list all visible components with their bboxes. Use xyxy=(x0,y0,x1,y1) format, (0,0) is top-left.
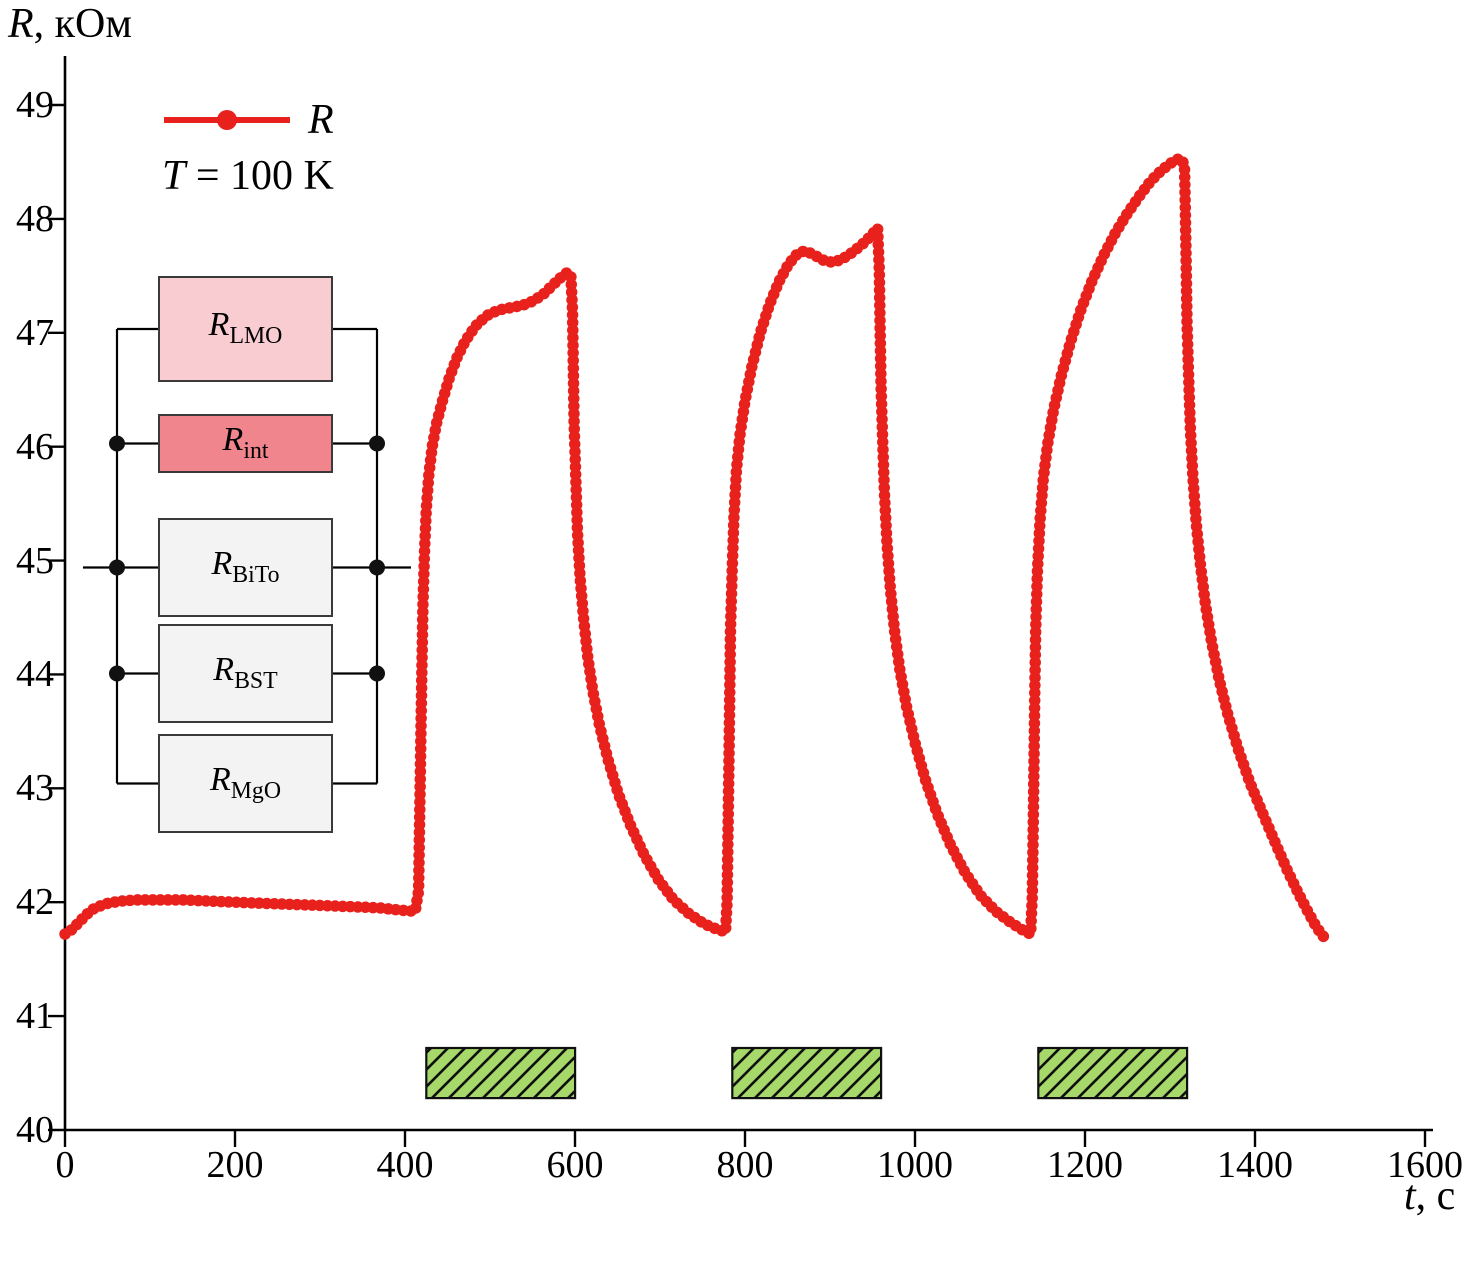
resistor-label-mgo: RMgO xyxy=(209,760,282,804)
y-tick-label: 41 xyxy=(16,995,54,1038)
series-R-curve xyxy=(59,152,1332,945)
x-tick-label: 1600 xyxy=(1387,1144,1463,1186)
y-axis-symbol: R xyxy=(8,1,34,47)
resistor-box-bst xyxy=(158,624,333,723)
y-tick-label: 45 xyxy=(16,539,54,582)
x-axis-units: , с xyxy=(1415,1173,1456,1219)
circuit-node-dot xyxy=(109,665,125,682)
resistor-box-lmo xyxy=(158,276,333,382)
circuit-inset xyxy=(83,276,411,833)
x-axis-title: t, с xyxy=(1404,1172,1455,1220)
y-tick-label: 42 xyxy=(16,881,54,924)
light-on-bar xyxy=(1037,1046,1189,1100)
x-tick-label: 800 xyxy=(716,1144,774,1186)
y-tick-label: 46 xyxy=(16,425,54,468)
resistor-label-bst: RBST xyxy=(213,650,278,694)
y-tick-label: 44 xyxy=(16,653,54,696)
legend: R T = 100 K xyxy=(162,96,334,200)
x-tick-label: 200 xyxy=(206,1144,264,1186)
circuit-node-dot xyxy=(369,559,385,576)
x-tick-label: 600 xyxy=(546,1144,604,1186)
y-axis-units: , кОм xyxy=(33,1,132,47)
x-tick-label: 400 xyxy=(376,1144,434,1186)
y-tick-label: 40 xyxy=(16,1109,54,1151)
resistor-label-int: Rint xyxy=(222,420,269,464)
y-axis-title: R, кОм xyxy=(8,0,132,48)
y-tick-label: 49 xyxy=(16,84,54,126)
y-tick-label: 43 xyxy=(16,767,54,810)
resistor-label-bito: RBiTo xyxy=(211,544,280,588)
light-on-bar xyxy=(425,1046,577,1100)
circuit-node-dot xyxy=(109,559,125,576)
y-tick-label: 47 xyxy=(16,311,54,354)
circuit-node-dot xyxy=(369,665,385,682)
resistor-box-mgo xyxy=(158,734,333,833)
axes xyxy=(48,56,1433,1147)
x-tick-label: 0 xyxy=(55,1144,75,1186)
legend-line-marker xyxy=(164,110,290,130)
circuit-node-dot xyxy=(369,435,385,452)
resistor-label-lmo: RLMO xyxy=(208,306,283,350)
legend-condition: T = 100 K xyxy=(162,153,334,199)
legend-entry: R xyxy=(162,96,334,144)
x-axis-symbol: t xyxy=(1404,1173,1416,1219)
y-tick-label: 48 xyxy=(16,197,54,240)
x-tick-label: 1000 xyxy=(877,1144,953,1186)
light-on-bar xyxy=(731,1046,883,1100)
resistor-box-bito xyxy=(158,518,333,617)
legend-dot xyxy=(217,110,237,130)
resistor-box-int xyxy=(158,414,333,473)
legend-series-label: R xyxy=(308,97,334,143)
circuit-node-dot xyxy=(109,435,125,452)
x-tick-label: 1400 xyxy=(1217,1144,1293,1186)
x-tick-label: 1200 xyxy=(1047,1144,1123,1186)
